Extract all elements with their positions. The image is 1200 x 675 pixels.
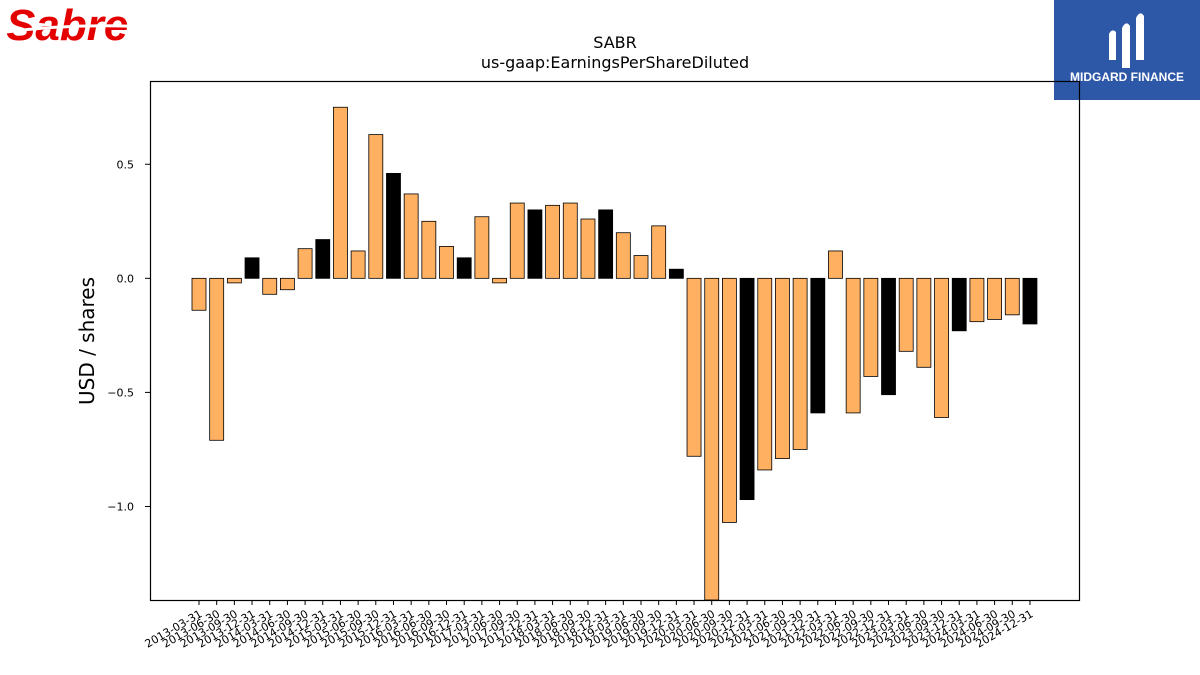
bar-2014-12-31 <box>315 239 331 279</box>
bar-2016-12-31 <box>456 257 472 279</box>
bar-2018-12-31 <box>598 209 614 279</box>
bar-2023-09-30 <box>934 277 949 418</box>
bar-2021-09-30 <box>792 277 808 450</box>
bar-2024-09-30 <box>1004 277 1020 316</box>
bar-2018-09-30 <box>580 218 596 279</box>
bar-2017-09-30 <box>509 202 525 279</box>
bar-2024-06-30 <box>987 277 1002 320</box>
midgard-mark-icon: MIDGARD FINANCE <box>1070 13 1184 84</box>
bar-2023-12-31 <box>951 277 967 332</box>
y-tick-label: −1.0 <box>107 500 134 513</box>
sabre-logo: Sabre <box>5 2 165 50</box>
bar-2016-03-31 <box>403 193 419 279</box>
bar-2013-03-31 <box>191 277 207 311</box>
chart-subtitle: us-gaap:EarningsPerShareDiluted <box>481 53 749 72</box>
bar-2021-12-31 <box>810 277 826 414</box>
bar-2020-03-31 <box>686 277 702 457</box>
bar-2018-06-30 <box>562 202 578 279</box>
midgard-finance-logo: MIDGARD FINANCE <box>1054 0 1200 100</box>
bar-2014-09-30 <box>297 248 313 279</box>
bar-2020-09-30 <box>722 277 737 523</box>
bar-2022-03-31 <box>828 250 843 279</box>
bar-2015-03-31 <box>333 106 348 279</box>
plot-frame <box>149 80 1081 602</box>
bar-2019-06-30 <box>633 255 649 279</box>
bar-2020-06-30 <box>704 277 720 601</box>
bar-2024-03-31 <box>969 277 985 323</box>
bar-2013-12-31 <box>244 257 260 279</box>
chart-title: SABR <box>593 33 637 52</box>
y-tick-label: 0.0 <box>117 272 135 285</box>
bar-2021-06-30 <box>775 277 790 459</box>
bar-2015-09-30 <box>368 134 384 279</box>
bar-2015-06-30 <box>350 250 366 279</box>
bar-2020-12-31 <box>739 277 755 501</box>
y-axis-label: USD / shares <box>75 277 99 405</box>
bar-2017-12-31 <box>527 209 543 279</box>
bar-2022-09-30 <box>863 277 879 377</box>
bar-2014-06-30 <box>279 277 295 291</box>
y-tick-label: −0.5 <box>107 386 134 399</box>
bar-2019-12-31 <box>668 268 684 279</box>
bar-2016-09-30 <box>439 245 454 279</box>
bar-2023-03-31 <box>898 277 914 352</box>
bar-2019-03-31 <box>615 232 631 279</box>
y-ticks-group: 0.5 0.0 −0.5 −1.0 <box>107 158 150 513</box>
bar-2015-12-31 <box>386 172 401 279</box>
bar-2016-06-30 <box>421 220 437 279</box>
bar-2018-03-31 <box>545 204 560 279</box>
y-tick-label: 0.5 <box>117 158 135 171</box>
x-ticks-group: 2013-03-312013-06-302013-09-302013-12-31… <box>143 600 1035 651</box>
bar-2024-12-31 <box>1022 277 1038 325</box>
bar-2022-06-30 <box>845 277 861 414</box>
bar-2017-06-30 <box>492 277 507 284</box>
bar-2022-12-31 <box>881 277 896 396</box>
bars-group <box>191 106 1038 601</box>
midgard-logo-text: MIDGARD FINANCE <box>1070 70 1184 84</box>
bar-2021-03-31 <box>757 277 773 471</box>
bar-2023-06-30 <box>916 277 932 368</box>
bar-2019-09-30 <box>651 225 667 279</box>
bar-2013-09-30 <box>226 277 242 284</box>
bar-2017-03-31 <box>474 216 490 279</box>
bar-2014-03-31 <box>262 277 278 295</box>
bar-2013-06-30 <box>209 277 225 441</box>
